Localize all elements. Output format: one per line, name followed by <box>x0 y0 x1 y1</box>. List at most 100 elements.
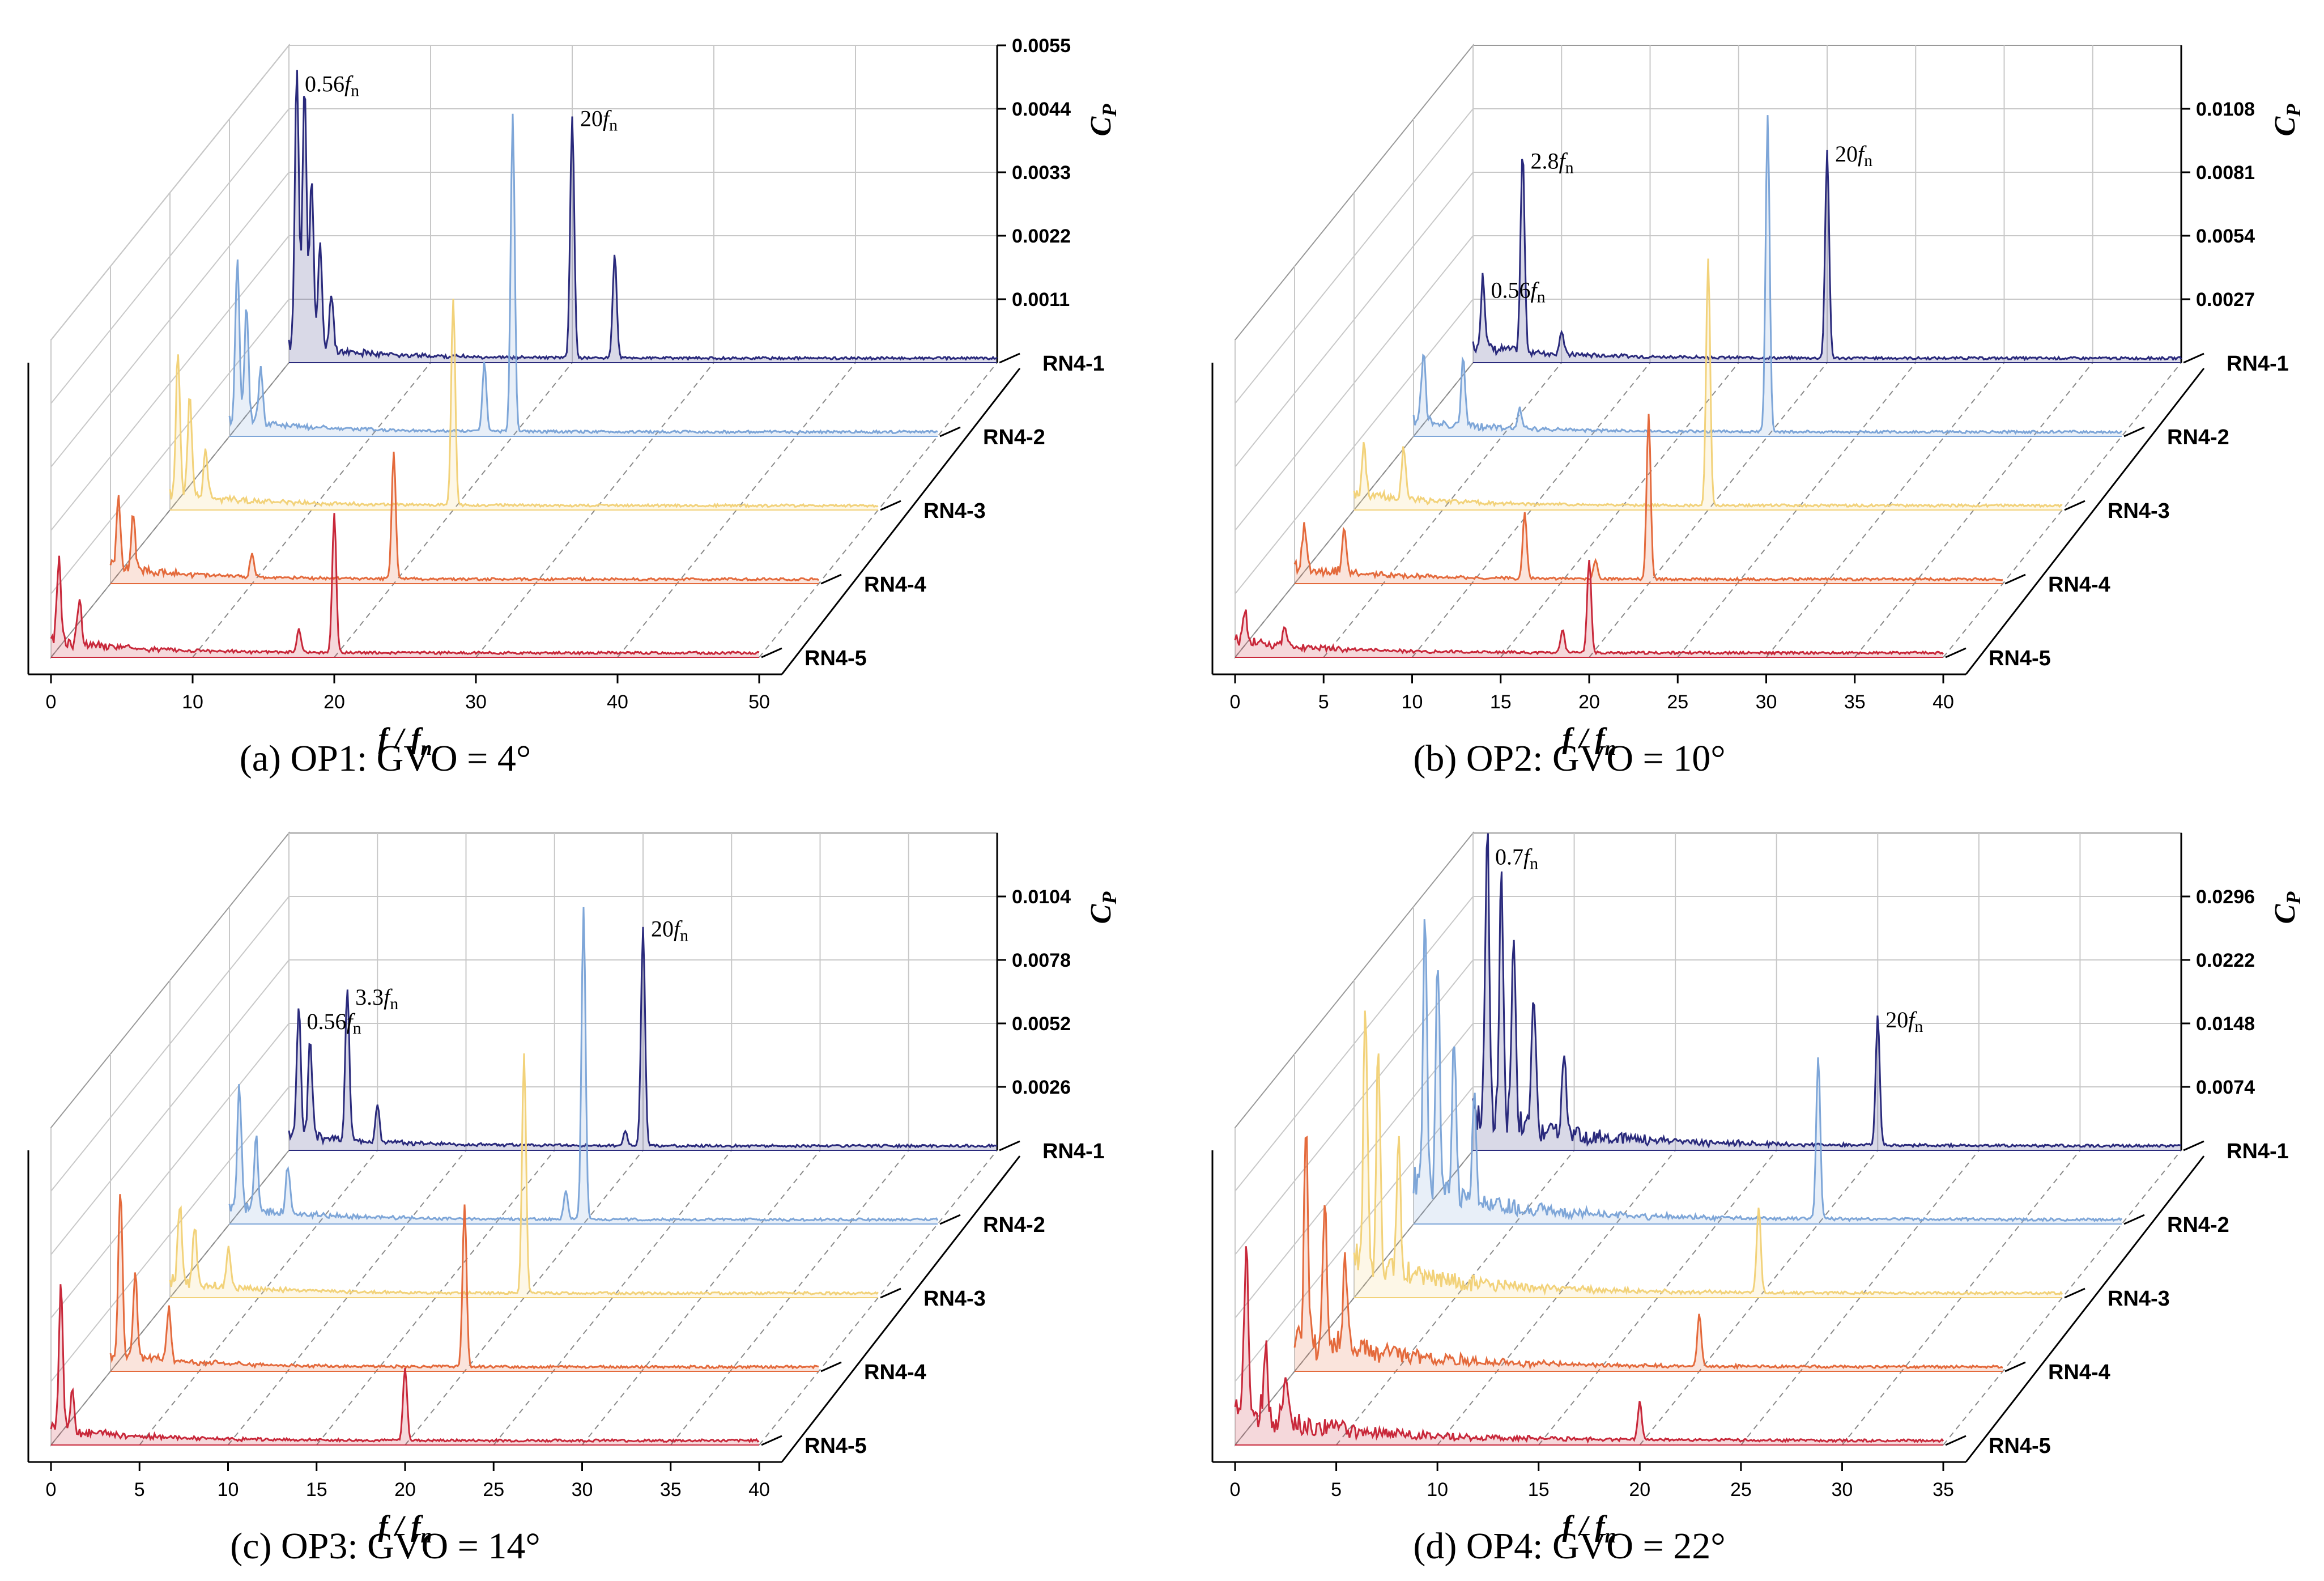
series-fill <box>170 299 878 510</box>
z-axis-title: CP <box>1085 104 1121 137</box>
series-line <box>1472 833 2182 1149</box>
x-tick-label: 30 <box>1756 691 1777 713</box>
floor-dash <box>227 1150 467 1446</box>
row-tick <box>2123 426 2145 437</box>
x-tick-label: 20 <box>1629 1479 1650 1501</box>
floor-dash <box>50 1150 290 1446</box>
peak-annotation-value: 0.56 <box>307 1009 347 1034</box>
panel-caption: (d) OP4: GVO = 22° <box>1413 1525 1725 1567</box>
series-line <box>50 1284 760 1443</box>
floor-dash <box>617 362 856 658</box>
peak-annotation-sub: n <box>1530 854 1538 873</box>
x-tick-label: 30 <box>572 1479 593 1501</box>
z-tick-label: 0.0011 <box>1012 289 1070 311</box>
z-tick-label: 0.0054 <box>2196 226 2255 247</box>
floor-dash <box>670 1150 909 1446</box>
row-label: RN4-1 <box>2227 352 2289 376</box>
floor-dash <box>1589 362 1828 658</box>
floor-dash <box>1437 1150 1676 1446</box>
series-fill <box>170 1053 878 1298</box>
series-line <box>1234 1246 1944 1444</box>
x-tick-label: 0 <box>46 1479 57 1501</box>
x-tick-label: 20 <box>1578 691 1600 713</box>
row-tick <box>1945 1435 1967 1446</box>
floor-dash <box>1235 362 1474 658</box>
peak-annotation-value: 20 <box>651 916 674 941</box>
z-axis-title: CP <box>1085 891 1121 924</box>
z-tick-label: 0.0052 <box>1012 1013 1071 1035</box>
row-tick <box>2004 1361 2026 1372</box>
z-tick-label: 0.0078 <box>1012 950 1071 971</box>
z-tick-label: 0.0108 <box>2196 99 2255 120</box>
row-label: RN4-1 <box>1042 1140 1105 1163</box>
x-axis-title-sub: n <box>421 737 432 759</box>
z-axis-title-sub: P <box>2282 104 2305 117</box>
row-tick <box>939 1214 961 1225</box>
row-label: RN4-4 <box>864 573 926 597</box>
row-tick <box>820 1361 842 1372</box>
series-fill <box>1354 1010 2062 1298</box>
x-axis-title-sub: n <box>421 1524 432 1547</box>
left-grid-d <box>50 108 290 404</box>
row-label: RN4-5 <box>1989 1434 2051 1458</box>
series-line <box>1353 258 2063 508</box>
floor-dash <box>581 1150 821 1446</box>
z-tick-label: 0.0074 <box>2196 1077 2255 1098</box>
row-label: RN4-5 <box>1989 647 2051 670</box>
x-tick-label: 10 <box>1402 691 1423 713</box>
row-tick <box>1945 647 1967 658</box>
peak-annotation-sub: n <box>1914 1017 1923 1036</box>
series-fill <box>110 1194 819 1371</box>
row-label: RN4-4 <box>2048 573 2110 597</box>
z-axis-title-sub: P <box>1098 104 1121 117</box>
row-label: RN4-2 <box>2167 1213 2229 1237</box>
x-tick-label: 10 <box>218 1479 239 1501</box>
peak-annotation: 20fn <box>580 105 618 134</box>
series-line <box>1293 414 2003 582</box>
left-grid-d <box>1235 959 1474 1255</box>
x-axis-title: f / fn <box>378 1510 432 1547</box>
floor-dash <box>1943 362 2182 658</box>
row-tick <box>880 1287 901 1299</box>
z-tick-label: 0.0033 <box>1012 162 1071 184</box>
floor-dash <box>139 1150 378 1446</box>
row-tick <box>880 500 901 511</box>
x-tick-label: 10 <box>1427 1479 1448 1501</box>
back-wall <box>1472 832 2182 1151</box>
left-grid-d <box>1235 172 1474 468</box>
z-axis-title: CP <box>2269 891 2305 924</box>
series-fill <box>51 1284 759 1445</box>
left-grid-d <box>1235 1023 1474 1319</box>
left-grid-d <box>50 45 290 341</box>
series-line <box>1353 1010 2063 1296</box>
floor-dash <box>1765 362 2005 658</box>
row-tick <box>2183 1140 2204 1151</box>
peak-annotation-value: 3.3 <box>355 984 384 1010</box>
x-tick-label: 40 <box>607 691 628 713</box>
floor-dash <box>1411 362 1651 658</box>
z-tick-label: 0.0027 <box>2196 289 2255 311</box>
x-tick-label: 10 <box>182 691 203 713</box>
series-line <box>288 70 998 362</box>
floor-dash <box>316 1150 555 1446</box>
z-axis-title-sub: P <box>1098 891 1121 905</box>
chart-panel-d: 0.0074 0.0148 0.0222 0.0296 CP RN4-1 RN4-2 RN4-… <box>1211 831 2305 1567</box>
z-axis-title-sub: P <box>2282 891 2305 905</box>
floor-dash <box>1740 1150 1980 1446</box>
chart-panel-a: 0.0011 0.0022 0.0033 0.0044 0.0055 CP RN4-1 RN4… <box>27 35 1121 779</box>
floor-dash <box>1854 362 2093 658</box>
x-tick-label: 40 <box>1933 691 1954 713</box>
panel-caption: (a) OP1: GVO = 4° <box>240 738 531 779</box>
series-line <box>50 513 760 656</box>
peak-annotation: 3.3fn <box>355 984 398 1013</box>
peak-annotation: 20fn <box>1885 1007 1923 1036</box>
peak-annotation-sub: n <box>351 81 359 100</box>
x-tick-label: 30 <box>1832 1479 1853 1501</box>
peak-annotation-value: 20 <box>1835 141 1858 167</box>
row-tick <box>820 573 842 585</box>
z-tick-label: 0.0104 <box>1012 886 1071 908</box>
depth-axis <box>1965 368 2205 675</box>
back-wall <box>288 45 998 363</box>
series-line <box>109 452 820 582</box>
series-fill <box>1295 414 2003 584</box>
